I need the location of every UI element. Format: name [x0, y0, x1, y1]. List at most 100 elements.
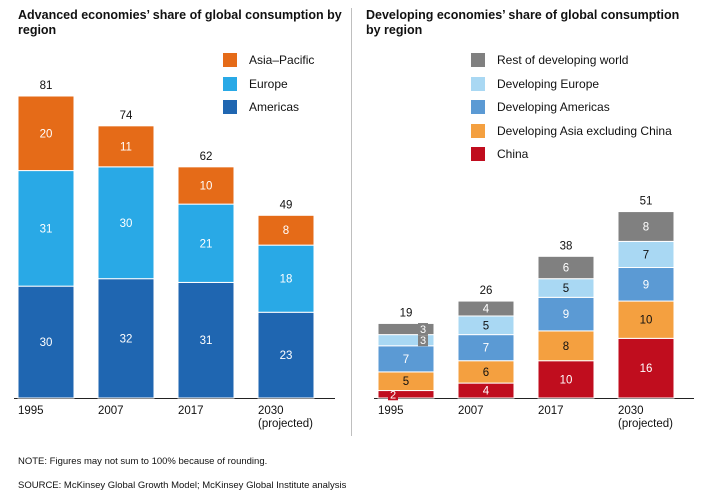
- bar-value-label: 32: [120, 333, 133, 345]
- bar-value-label: 30: [120, 218, 133, 230]
- bar-total-label: 38: [560, 240, 573, 252]
- bar-value-label: 6: [563, 263, 569, 275]
- bar-segment: [537, 255, 595, 280]
- bar-segment: [257, 214, 315, 246]
- bar-value-label: 31: [40, 223, 53, 235]
- bar-value-label: 7: [643, 249, 649, 261]
- bar-segment: [97, 125, 155, 168]
- bar-segment: [457, 300, 515, 317]
- bar-segment: [97, 166, 155, 280]
- bar-segment: [177, 203, 235, 283]
- category-label: (projected): [618, 418, 673, 430]
- category-label: 2030: [258, 405, 284, 417]
- bar-segment: [177, 281, 235, 399]
- bar-segment: [537, 296, 595, 332]
- bar-value-label: 9: [643, 279, 649, 291]
- bar-value-label: 30: [40, 337, 53, 349]
- bar-value-label: 3: [420, 324, 426, 336]
- bar-value-label: 2: [390, 389, 396, 401]
- bar-total-label: 74: [120, 110, 133, 122]
- legend-swatch: [471, 53, 485, 67]
- bar-value-label: 5: [563, 283, 569, 295]
- bar-value-label: 10: [560, 374, 573, 386]
- category-label: 2007: [458, 405, 484, 417]
- bar-total-label: 26: [480, 285, 493, 297]
- bar-segment: [617, 267, 675, 302]
- legend-swatch: [223, 53, 237, 67]
- legend-label: Europe: [249, 76, 288, 91]
- bar-segment: [377, 390, 435, 399]
- legend-label: Americas: [249, 100, 300, 114]
- bar-value-label: 18: [280, 274, 293, 286]
- legend-swatch: [471, 123, 485, 138]
- legend-label: Developing Europe: [497, 76, 600, 91]
- bar-value-label: 5: [403, 376, 409, 388]
- bar-segment: [257, 244, 315, 313]
- bar-segment: [617, 211, 675, 242]
- legend-label: Asia–Pacific: [249, 53, 315, 67]
- legend-developing: Rest of developing world Developing Europ…: [471, 53, 701, 168]
- bar-value-label: 21: [200, 238, 213, 250]
- bar-segment: [537, 330, 595, 362]
- legend-swatch: [223, 100, 237, 114]
- bar-segment: [257, 311, 315, 399]
- bar-segment: [377, 322, 435, 336]
- bar-segment: [617, 240, 675, 269]
- footnote: NOTE: Figures may not sum to 100% becaus…: [18, 456, 268, 467]
- bar-segment: [17, 95, 75, 172]
- bar-value-label: 11: [120, 141, 132, 153]
- bar-value-label: 5: [483, 320, 489, 332]
- category-label: 1995: [378, 405, 404, 417]
- category-label: 2007: [98, 405, 124, 417]
- bar-segment: [97, 278, 155, 399]
- legend-swatch: [471, 100, 485, 114]
- bar-segment: [537, 360, 595, 399]
- bar-value-label: 31: [200, 335, 213, 347]
- chart-title-advanced: Advanced economies’ share of global cons…: [18, 8, 342, 37]
- legend-label: China: [497, 147, 529, 161]
- category-label: 2030: [618, 405, 644, 417]
- panel-divider: [351, 8, 352, 436]
- bar-value-label: 20: [40, 128, 53, 140]
- bar-total-label: 81: [40, 80, 53, 92]
- bar-value-label: 4: [483, 304, 490, 316]
- bar-value-label: 23: [280, 350, 293, 362]
- bar-value-label: 10: [200, 180, 213, 192]
- legend-swatch: [223, 76, 237, 91]
- bar-value-label: 7: [403, 354, 409, 366]
- legend-advanced: Asia–Pacific Europe Americas: [223, 53, 343, 123]
- bar-value-label: 7: [483, 343, 489, 355]
- bar-value-label: 8: [643, 221, 649, 233]
- bar-value-label: 3: [420, 335, 426, 347]
- category-label: 2017: [538, 405, 564, 417]
- bar-value-tag: [418, 323, 428, 336]
- source-line: SOURCE: McKinsey Global Growth Model; Mc…: [18, 480, 347, 491]
- category-label: (projected): [258, 418, 313, 430]
- legend-swatch: [471, 147, 485, 161]
- bar-value-label: 8: [283, 225, 289, 237]
- bar-segment: [377, 345, 435, 373]
- bar-value-label: 4: [483, 386, 490, 398]
- bar-total-label: 19: [400, 307, 413, 319]
- legend-label: Developing Americas: [497, 100, 610, 114]
- bar-total-label: 51: [640, 196, 653, 208]
- bar-value-label: 8: [563, 341, 569, 353]
- bar-value-label: 16: [640, 363, 653, 375]
- bar-segment: [17, 170, 75, 287]
- legend-label: Rest of developing world: [497, 53, 629, 67]
- bar-value-label: 9: [563, 309, 569, 321]
- bar-total-label: 62: [200, 151, 213, 163]
- bar-value-tag: [388, 388, 398, 401]
- bar-segment: [17, 285, 75, 399]
- bar-value-label: 10: [640, 315, 653, 327]
- legend-swatch: [471, 76, 485, 91]
- bar-segment: [177, 166, 235, 205]
- bar-total-label: 49: [280, 199, 293, 211]
- bar-segment: [617, 300, 675, 339]
- chart-title-developing: Developing economies’ share of global co…: [366, 8, 680, 37]
- bar-value-label: 6: [483, 367, 489, 379]
- bar-value-tag: [418, 334, 428, 347]
- legend-label: Developing Asia excluding China: [497, 123, 672, 138]
